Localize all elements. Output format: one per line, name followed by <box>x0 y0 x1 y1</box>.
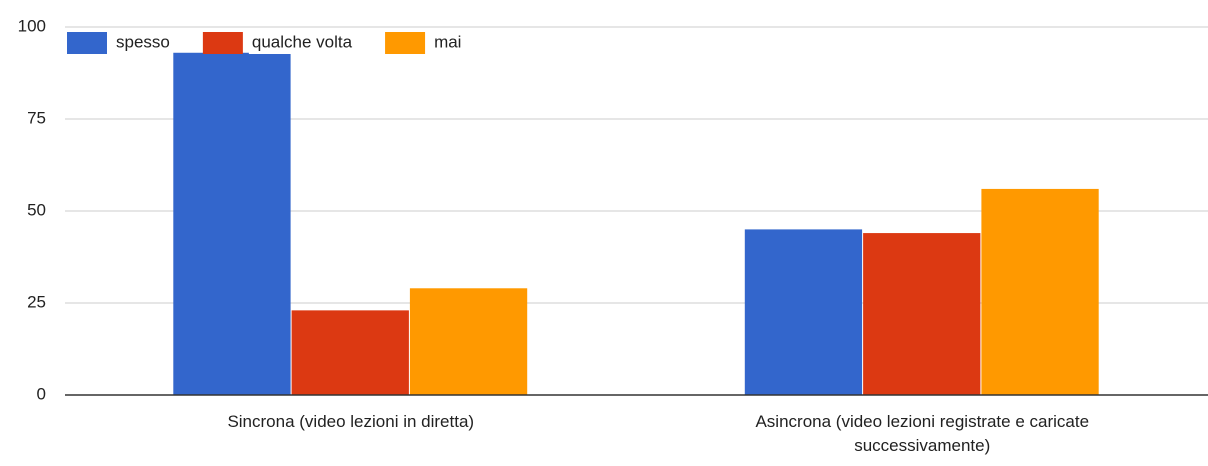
y-tick-label: 100 <box>18 16 46 35</box>
bar <box>744 229 863 395</box>
legend-label: qualche volta <box>252 32 353 51</box>
x-tick-label: Sincrona (video lezioni in diretta) <box>227 412 475 431</box>
bar <box>863 233 981 395</box>
legend-bg <box>248 32 356 54</box>
legend-label: spesso <box>116 32 170 51</box>
y-tick-label: 50 <box>27 200 46 219</box>
legend-swatch <box>385 32 426 54</box>
x-tick-label: Asincrona (video lezioni registrate e ca… <box>755 412 1090 455</box>
legend-bg <box>431 32 465 54</box>
bar <box>173 52 291 395</box>
bar <box>981 188 1099 395</box>
legend-label: mai <box>434 32 461 51</box>
legend-swatch <box>202 32 243 54</box>
bar <box>291 310 409 395</box>
y-tick-label: 25 <box>27 292 46 311</box>
bar <box>409 288 528 395</box>
y-tick-label: 0 <box>37 384 46 403</box>
legend-swatch <box>67 32 107 54</box>
legend-bg <box>113 32 173 54</box>
y-tick-label: 75 <box>27 108 46 127</box>
